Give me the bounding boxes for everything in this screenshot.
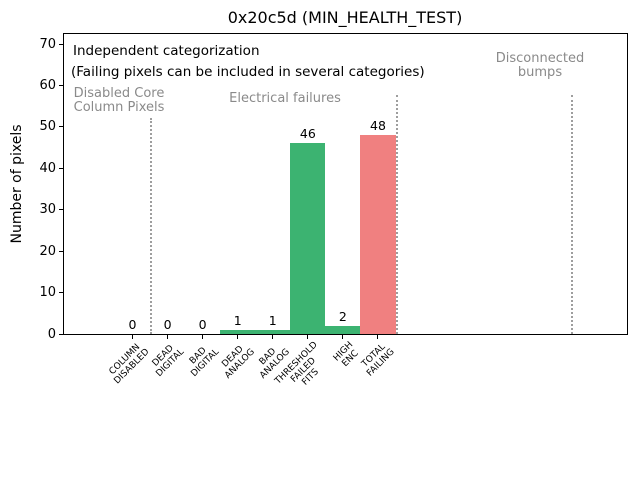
y-tick-label: 60 (39, 77, 56, 93)
x-tick-label: DEAD ANALOG (220, 344, 257, 381)
y-tick-label: 40 (39, 160, 56, 176)
x-tick (167, 335, 169, 339)
y-tick-label: 50 (39, 119, 56, 135)
bar-value-label: 1 (233, 312, 242, 328)
annotation-note-line2: (Failing pixels can be included in sever… (71, 64, 425, 80)
bar-value-label: 2 (338, 308, 347, 324)
y-tick (59, 292, 63, 294)
bar-value-label: 46 (299, 126, 316, 142)
y-tick-label: 30 (39, 202, 56, 218)
section-divider-line (571, 95, 573, 334)
section-label: Disconnected bumps (495, 51, 585, 80)
bar (220, 329, 256, 334)
section-divider-line (149, 118, 152, 334)
bar-value-label: 0 (163, 317, 172, 332)
y-tick-label: 0 (47, 326, 56, 342)
y-tick (59, 43, 63, 45)
y-tick-label: 10 (39, 285, 56, 301)
y-tick (59, 167, 63, 169)
plot-area (63, 33, 628, 335)
x-tick (202, 335, 204, 339)
bar (325, 325, 361, 334)
bar-value-label: 0 (128, 317, 137, 332)
x-tick-label: HIGH ENC (331, 340, 361, 369)
bar-value-label: 1 (268, 312, 277, 328)
x-tick-label: TOTAL FAILING (360, 342, 398, 379)
section-label: Disabled Core Column Pixels (73, 86, 165, 115)
bar (255, 329, 291, 334)
y-tick (59, 333, 63, 335)
section-divider-line (396, 95, 398, 334)
y-tick (59, 126, 63, 128)
y-tick-label: 70 (39, 36, 56, 52)
x-tick-label: BAD DIGITAL (188, 345, 222, 380)
y-tick (59, 250, 63, 252)
x-tick (272, 335, 274, 339)
chart-title: 0x20c5d (MIN_HEALTH_TEST) (227, 8, 463, 27)
bar-value-label: 0 (198, 317, 207, 332)
x-tick-label: DEAD DIGITAL (151, 343, 187, 380)
x-tick (307, 335, 309, 339)
section-label: Electrical failures (229, 91, 341, 106)
x-tick (132, 335, 133, 339)
y-tick (59, 209, 63, 211)
x-tick (342, 335, 344, 339)
annotation-note-line1: Independent categorization (73, 43, 260, 59)
bar-value-label: 48 (370, 118, 386, 134)
x-tick-label: COLUMN DISABLED (107, 342, 152, 387)
x-tick (377, 335, 379, 339)
x-tick (237, 335, 239, 339)
y-tick (59, 84, 63, 86)
bar (290, 143, 326, 334)
y-tick-label: 20 (39, 243, 56, 259)
bar (360, 135, 396, 334)
